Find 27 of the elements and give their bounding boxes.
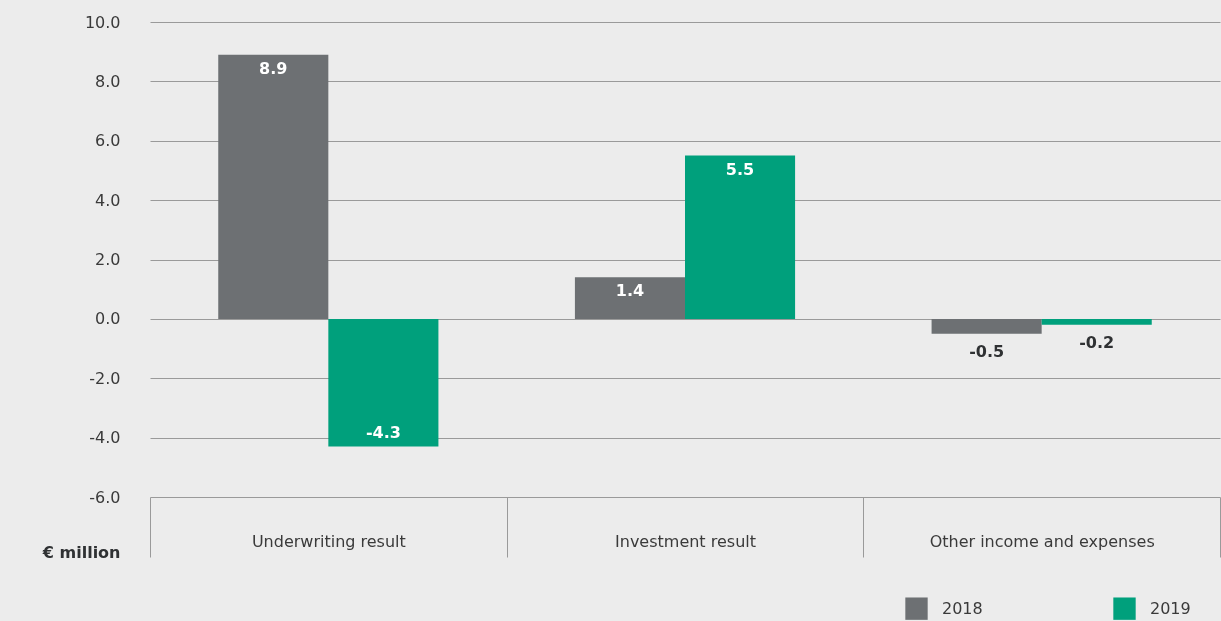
y-axis-title: € million	[41, 542, 121, 562]
legend-label: 2019	[1150, 598, 1191, 618]
x-tick-label: Underwriting result	[251, 531, 406, 551]
legend-label: 2018	[942, 598, 983, 618]
data-label: 8.9	[259, 58, 288, 78]
y-tick-label: 10.0	[84, 12, 121, 32]
bar	[328, 318, 439, 447]
data-label: -4.3	[365, 422, 401, 442]
y-tick-label: -4.0	[89, 428, 121, 448]
bar	[931, 318, 1042, 334]
bar	[1041, 318, 1152, 325]
data-label: -0.5	[969, 341, 1005, 361]
y-tick-label: 2.0	[95, 250, 121, 269]
bar	[218, 54, 329, 319]
x-tick-label: Other income and expenses	[929, 531, 1155, 551]
bar	[685, 155, 796, 319]
data-label: -0.2	[1079, 332, 1115, 352]
y-tick-label: 0.0	[95, 309, 121, 329]
bar	[574, 277, 685, 319]
y-tick-label: 8.0	[95, 71, 121, 91]
y-tick-label: -2.0	[89, 368, 121, 388]
y-tick-label: 6.0	[95, 131, 121, 151]
x-tick-label: Investment result	[615, 531, 756, 551]
y-tick-label: -6.0	[89, 487, 121, 507]
data-label: 1.4	[615, 281, 645, 301]
data-label: 5.5	[725, 159, 755, 179]
y-tick-label: 4.0	[95, 190, 121, 210]
